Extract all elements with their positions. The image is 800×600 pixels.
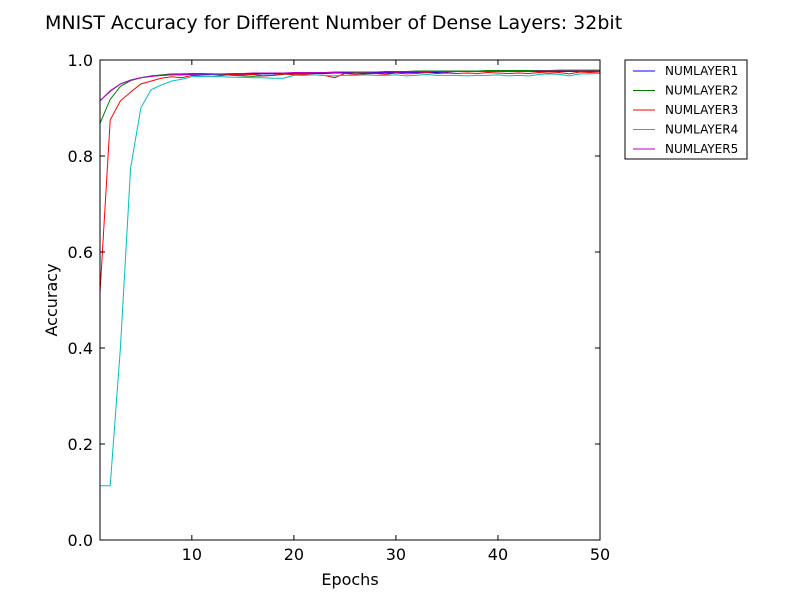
x-tick-label: 20 xyxy=(284,545,304,564)
y-axis-label: Accuracy xyxy=(42,263,61,336)
x-axis-label: Epochs xyxy=(321,570,378,589)
x-tick-label: 30 xyxy=(386,545,406,564)
legend: NUMLAYER1 NUMLAYER2 NUMLAYER3 NUMLAYER4 NUML… xyxy=(624,59,748,160)
legend-items: NUMLAYER1 NUMLAYER2 NUMLAYER3 NUMLAYER4 NUML… xyxy=(633,64,738,156)
x-tick-label: 50 xyxy=(590,545,610,564)
ticks-layer: 10 20 30 40 50 0.0 0.2 0.4 0.6 0.8 1.0 xyxy=(68,51,611,564)
legend-item-numlayer2: NUMLAYER2 xyxy=(633,84,738,98)
y-tick-label: 0.4 xyxy=(68,339,93,358)
legend-label: NUMLAYER5 xyxy=(665,142,738,156)
legend-item-numlayer3: NUMLAYER3 xyxy=(633,103,738,117)
chart-title: MNIST Accuracy for Different Number of D… xyxy=(45,12,622,34)
legend-label: NUMLAYER4 xyxy=(665,123,738,137)
plot-frame xyxy=(99,59,601,541)
series-layer xyxy=(99,69,601,487)
x-tick-label: 10 xyxy=(182,545,202,564)
series-line-numlayer5 xyxy=(99,70,600,102)
legend-item-numlayer1: NUMLAYER1 xyxy=(633,64,738,78)
legend-item-numlayer5: NUMLAYER5 xyxy=(633,142,738,156)
y-tick-label: 0.6 xyxy=(68,243,93,262)
x-tick-label: 40 xyxy=(488,545,508,564)
series-line-numlayer4 xyxy=(100,72,601,487)
y-tick-label: 0.8 xyxy=(68,147,93,166)
legend-label: NUMLAYER1 xyxy=(665,64,738,78)
legend-label: NUMLAYER2 xyxy=(665,84,738,98)
y-tick-label: 0.2 xyxy=(68,435,93,454)
series-line-numlayer2 xyxy=(99,69,600,124)
y-tick-label: 0.0 xyxy=(68,531,93,550)
series-line-numlayer3 xyxy=(99,71,601,293)
legend-item-numlayer4: NUMLAYER4 xyxy=(633,123,738,137)
plot-area: 10 20 30 40 50 0.0 0.2 0.4 0.6 0.8 1.0 xyxy=(68,51,611,564)
legend-label: NUMLAYER3 xyxy=(665,103,738,117)
y-tick-label: 1.0 xyxy=(68,51,93,70)
